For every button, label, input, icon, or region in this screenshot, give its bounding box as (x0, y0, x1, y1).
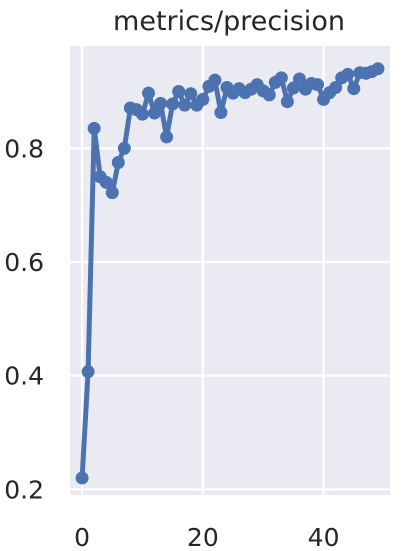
x-tick-label: 0 (74, 523, 90, 551)
data-point (262, 88, 276, 102)
data-point (274, 71, 288, 85)
data-point (160, 130, 174, 144)
data-point (214, 105, 228, 119)
y-tick-label: 0.6 (4, 248, 44, 277)
data-point (347, 82, 361, 96)
data-point (341, 67, 355, 81)
data-point (75, 471, 89, 485)
data-point (148, 106, 162, 120)
data-point (280, 95, 294, 109)
data-point (311, 78, 325, 92)
data-point (135, 107, 149, 121)
data-point (99, 175, 113, 189)
y-tick-label: 0.8 (4, 134, 44, 163)
data-point (166, 97, 180, 111)
x-tick-label: 20 (187, 523, 219, 551)
plot-area: 0 20 40 0.2 0.4 0.6 0.8 (4, 46, 390, 551)
data-point (292, 72, 306, 86)
data-point (111, 156, 125, 170)
plot-background (70, 46, 390, 495)
data-point (208, 73, 222, 87)
data-point (178, 98, 192, 112)
data-point (329, 80, 343, 94)
data-point (184, 87, 198, 101)
data-point (141, 86, 155, 100)
x-tick-label: 40 (308, 523, 340, 551)
data-point (81, 365, 95, 379)
data-point (371, 62, 385, 76)
data-point (117, 141, 131, 155)
data-point (105, 186, 119, 200)
y-tick-label: 0.4 (4, 362, 44, 391)
data-point (154, 96, 168, 110)
data-point (87, 121, 101, 135)
data-point (196, 92, 210, 106)
y-tick-label: 0.2 (4, 475, 44, 504)
chart-title: metrics/precision (113, 6, 345, 37)
data-point (172, 84, 186, 98)
